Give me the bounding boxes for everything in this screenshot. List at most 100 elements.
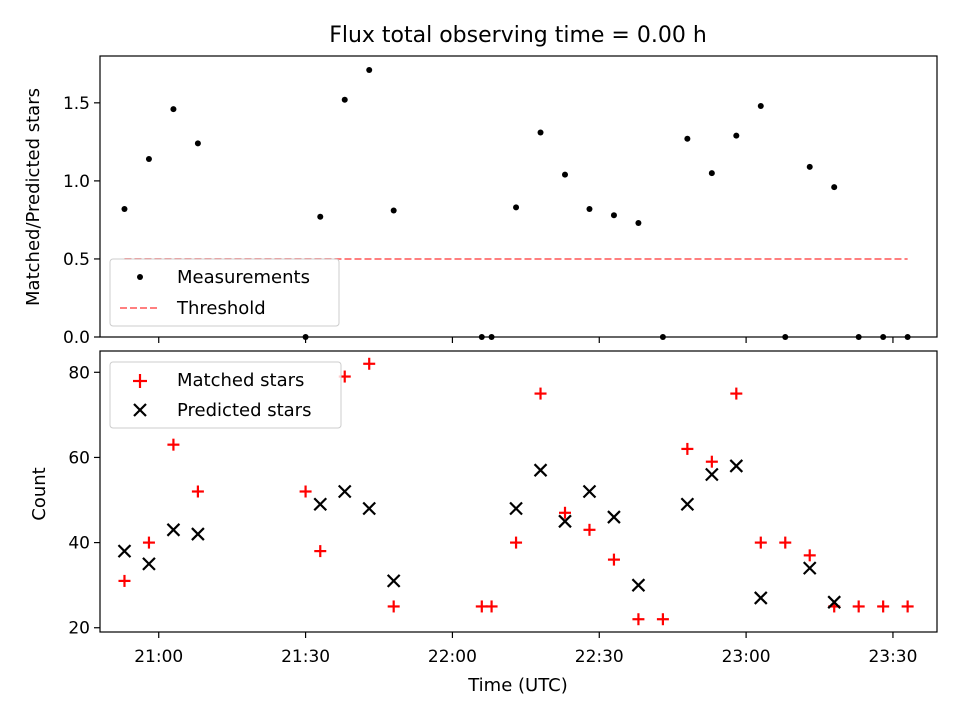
measurement-point [586, 205, 593, 212]
matched-star-point [656, 613, 669, 626]
top-legend-box [109, 258, 340, 327]
predicted-star-point [362, 501, 376, 516]
measurement-point [513, 204, 520, 211]
bottom-x-axis-label: Time (UTC) [467, 675, 568, 696]
x-stroke [337, 484, 352, 499]
y-tick-label: 0.5 [63, 250, 90, 270]
matched-star-point [681, 442, 694, 455]
matched-star-point [583, 523, 596, 536]
measurement-point [831, 184, 838, 191]
y-tick-label: 80 [68, 363, 90, 383]
predicted-star-point [386, 574, 401, 588]
y-tick-label: 0.0 [63, 328, 90, 348]
x-stroke [607, 510, 621, 524]
measurement-point [610, 212, 617, 219]
y-tick-label: 1.0 [63, 172, 90, 192]
measurement-point [194, 140, 201, 147]
matched-star-point [877, 600, 890, 613]
measurement-point [145, 156, 152, 163]
top-y-axis: 0.0 0.5 1.0 1.5 [63, 94, 100, 348]
y-tick-label: 1.5 [63, 94, 90, 114]
predicted-star-point [705, 467, 719, 482]
legend-measurements-marker [137, 274, 143, 280]
predicted-star-point [802, 561, 817, 575]
measurement-point [121, 205, 128, 212]
measurement-point [317, 213, 324, 220]
x-stroke [533, 463, 548, 477]
x-tick-label: 23:30 [868, 647, 917, 667]
matched-star-point [730, 387, 743, 400]
predicted-star-point [117, 544, 132, 558]
x-tick-label: 22:30 [575, 647, 624, 667]
legend-measurements-label: Measurements [177, 267, 310, 288]
matched-star-point [607, 553, 620, 566]
x-tick-label: 21:30 [281, 647, 330, 667]
measurement-point [757, 102, 764, 109]
predicted-star-point [337, 484, 352, 499]
legend-matched-marker [133, 374, 147, 388]
predicted-star-point [754, 591, 768, 605]
measurement-point [684, 135, 691, 142]
predicted-star-point [680, 497, 695, 512]
predicted-star-point [558, 514, 572, 529]
matched-star-point [167, 438, 180, 451]
measurement-point [806, 163, 813, 170]
bottom-data-marks [117, 357, 914, 626]
x-tick-label: 22:00 [428, 647, 477, 667]
x-stroke [386, 574, 401, 588]
matched-star-point [754, 536, 767, 549]
measurement-point [635, 220, 642, 227]
x-stroke [117, 544, 132, 558]
predicted-star-point [533, 463, 548, 477]
matched-star-point [387, 600, 400, 613]
y-tick-label: 60 [68, 448, 90, 468]
predicted-star-point [607, 510, 621, 524]
matched-star-point [191, 485, 204, 498]
measurement-point [390, 207, 397, 214]
matched-star-point [632, 613, 645, 626]
legend-threshold-label: Threshold [176, 298, 266, 319]
predicted-star-point [166, 523, 181, 537]
matched-star-point [534, 387, 547, 400]
measurement-point [733, 132, 740, 139]
x-stroke [142, 557, 156, 571]
x-stroke [754, 591, 768, 605]
x-tick-label: 21:00 [134, 647, 183, 667]
top-legend: Measurements Threshold [109, 258, 340, 327]
matched-star-point [803, 549, 816, 562]
bottom-y-axis-label: Count [29, 467, 50, 520]
y-tick-label: 20 [68, 619, 90, 639]
matched-star-point [314, 545, 327, 558]
bottom-y-axis: 20 40 60 80 [68, 363, 100, 639]
measurement-point [537, 129, 544, 136]
x-stroke [191, 527, 205, 541]
bottom-axes-frame [99, 350, 938, 633]
bottom-legend-box [109, 361, 342, 429]
matched-star-point [705, 455, 718, 468]
matched-star-point [299, 485, 312, 498]
measurement-point [562, 171, 568, 178]
matched-star-point [510, 536, 523, 549]
predicted-star-point [827, 595, 841, 609]
measurement-point [366, 67, 373, 74]
x-stroke [166, 523, 181, 537]
legend-predicted-marker [133, 403, 147, 417]
x-stroke [558, 514, 572, 529]
matched-star-point [901, 600, 914, 613]
measurement-point [341, 96, 348, 103]
chart-title: Flux total observing time = 0.00 h [329, 23, 707, 48]
top-axes-frame [99, 55, 938, 338]
bottom-legend: Matched stars Predicted stars [109, 361, 342, 429]
y-tick-label: 40 [68, 534, 90, 554]
matched-star-point [779, 536, 792, 549]
x-stroke [729, 459, 744, 473]
predicted-star-point [509, 501, 523, 516]
x-stroke [509, 501, 523, 516]
top-y-axis-label: Matched/Predicted stars [23, 88, 44, 306]
matched-star-point [363, 357, 376, 370]
matched-star-point [118, 574, 131, 587]
bottom-x-axis: 21:00 21:30 22:00 22:30 23:00 23:30 [134, 632, 917, 667]
matched-star-point [559, 506, 571, 519]
x-tick-label: 23:00 [722, 647, 771, 667]
